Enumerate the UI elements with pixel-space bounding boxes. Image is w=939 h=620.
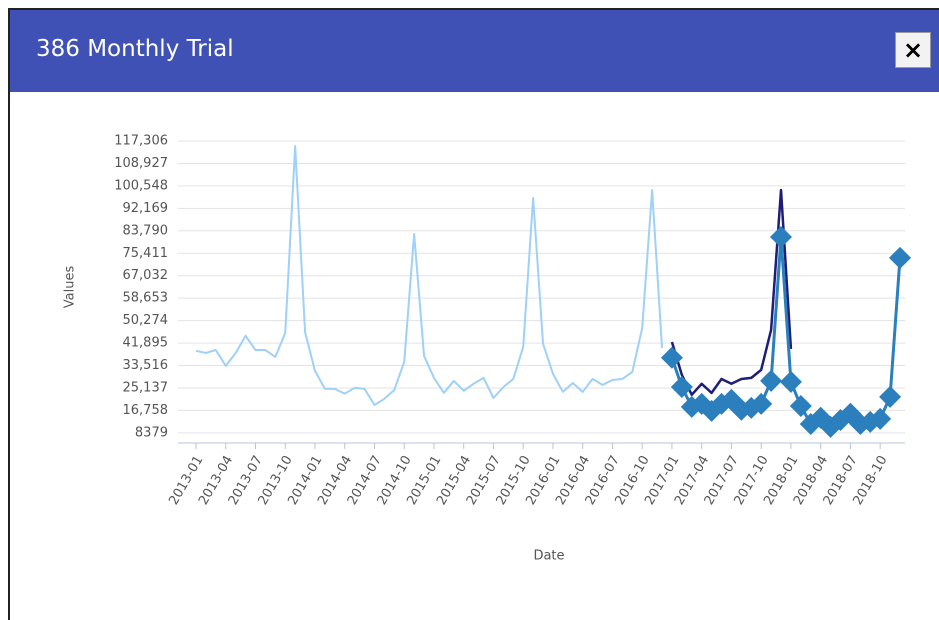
series-line [670,188,793,397]
x-axis-label: Date [533,549,564,564]
y-tick-label: 41,895 [123,336,169,351]
point-marker [760,369,783,392]
point-marker [660,346,683,369]
point-marker [670,375,693,398]
point-marker [879,385,902,408]
y-tick-label: 108,927 [114,156,168,171]
point-marker [889,246,911,269]
y-tick-label: 67,032 [123,268,169,283]
y-tick-label: 8379 [135,425,168,440]
series-line [195,145,664,406]
y-tick-label: 75,411 [123,246,169,261]
dialog-header: 386 Monthly Trial × [10,10,939,92]
y-tick-label: 83,790 [123,223,169,238]
point-marker [770,225,793,248]
point-marker [869,407,892,430]
point-marker [779,370,802,393]
y-tick-label: 33,516 [123,358,169,373]
y-tick-label: 117,306 [114,134,168,149]
y-tick-label: 92,169 [123,201,169,216]
y-axis-label: Values [63,266,78,309]
y-tick-label: 25,137 [123,380,169,395]
y-tick-label: 100,548 [114,178,168,193]
y-tick-label: 58,653 [123,291,169,306]
y-tick-label: 50,274 [123,313,169,328]
point-marker [750,392,773,415]
dialog-title: 386 Monthly Trial [36,36,234,62]
close-button[interactable]: × [895,32,931,68]
dialog: 386 Monthly Trial × [8,8,939,620]
y-tick-label: 16,758 [123,403,169,418]
point-marker [789,395,812,418]
